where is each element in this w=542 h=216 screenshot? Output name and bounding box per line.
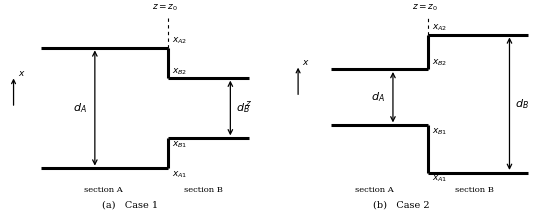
Text: $x$: $x$ bbox=[302, 58, 310, 67]
Text: $x_{B1}$: $x_{B1}$ bbox=[172, 139, 188, 150]
Text: $z$: $z$ bbox=[245, 99, 252, 108]
Text: section A: section A bbox=[83, 186, 122, 194]
Text: $x_{A1}$: $x_{A1}$ bbox=[433, 174, 448, 184]
Text: $x_{A2}$: $x_{A2}$ bbox=[433, 23, 448, 33]
Text: $d_A$: $d_A$ bbox=[73, 101, 87, 115]
Text: $d_B$: $d_B$ bbox=[515, 97, 529, 111]
Text: section A: section A bbox=[354, 186, 393, 194]
Text: $x_{B2}$: $x_{B2}$ bbox=[433, 57, 448, 68]
Text: $d_A$: $d_A$ bbox=[371, 90, 385, 104]
Text: $x_{B1}$: $x_{B1}$ bbox=[433, 126, 448, 137]
Text: (a)   Case 1: (a) Case 1 bbox=[102, 200, 158, 210]
Text: $x_{A1}$: $x_{A1}$ bbox=[172, 170, 188, 180]
Text: section B: section B bbox=[455, 186, 494, 194]
Text: section B: section B bbox=[184, 186, 223, 194]
Text: $x_{B2}$: $x_{B2}$ bbox=[172, 66, 188, 77]
Text: $z = z_0$: $z = z_0$ bbox=[412, 2, 438, 13]
Text: (b)   Case 2: (b) Case 2 bbox=[373, 200, 429, 210]
Text: $d_B$: $d_B$ bbox=[236, 101, 250, 115]
Text: $x$: $x$ bbox=[17, 69, 25, 78]
Text: $z = z_0$: $z = z_0$ bbox=[152, 2, 178, 13]
Text: $x_{A2}$: $x_{A2}$ bbox=[172, 36, 188, 46]
